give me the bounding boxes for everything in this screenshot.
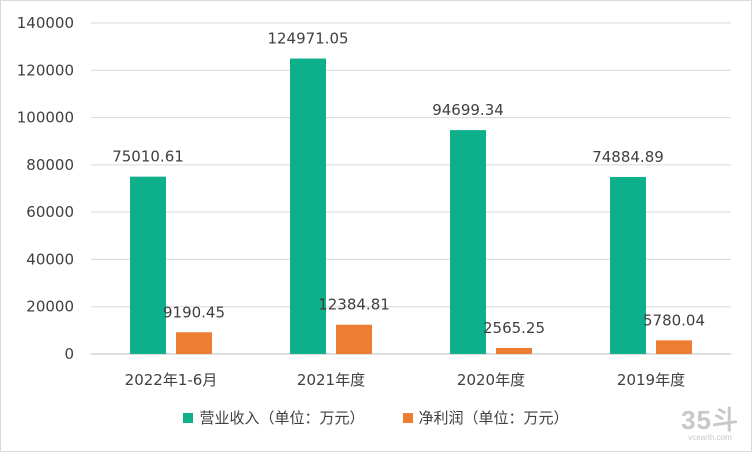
bar-revenue	[610, 176, 646, 354]
legend: 营业收入（单位：万元） 净利润（单位：万元）	[1, 407, 751, 428]
x-tick-label: 2021年度	[297, 371, 365, 389]
data-label-net-profit: 12384.81	[318, 296, 390, 314]
data-label-net-profit: 2565.25	[483, 319, 545, 337]
y-tick-label: 60000	[26, 203, 74, 221]
x-tick-label: 2019年度	[617, 371, 685, 389]
data-label-revenue: 124971.05	[267, 30, 348, 48]
watermark-domain: vcearth.com	[688, 433, 732, 442]
legend-swatch-revenue	[183, 412, 194, 423]
legend-item-net-profit: 净利润（单位：万元）	[402, 407, 569, 428]
y-tick-label: 0	[64, 345, 74, 363]
bar-net-profit	[496, 347, 532, 354]
y-tick-label: 120000	[17, 61, 74, 79]
data-label-revenue: 94699.34	[432, 101, 504, 119]
watermark-brand: 35斗	[681, 405, 739, 435]
bar-revenue	[450, 130, 486, 354]
data-label-net-profit: 5780.04	[643, 311, 705, 329]
legend-label-net-profit: 净利润（单位：万元）	[418, 409, 569, 427]
legend-swatch-net-profit	[402, 412, 413, 423]
y-tick-label: 100000	[17, 109, 74, 127]
y-tick-label: 40000	[26, 250, 74, 268]
legend-item-revenue: 营业收入（单位：万元）	[183, 407, 365, 428]
bar-net-profit	[336, 324, 372, 354]
data-label-revenue: 75010.61	[112, 148, 184, 166]
x-tick-label: 2020年度	[457, 371, 525, 389]
bar-revenue	[290, 58, 326, 355]
bar-net-profit	[176, 332, 212, 354]
y-tick-label: 20000	[26, 298, 74, 316]
data-label-revenue: 74884.89	[592, 148, 664, 166]
x-tick-label: 2022年1-6月	[125, 371, 218, 389]
watermark-logo: 35斗 vcearth.com	[681, 407, 739, 443]
y-tick-label: 80000	[26, 156, 74, 174]
bar-revenue	[130, 176, 166, 354]
legend-label-revenue: 营业收入（单位：万元）	[199, 409, 365, 427]
data-label-net-profit: 9190.45	[163, 303, 225, 321]
y-tick-label: 140000	[17, 14, 74, 32]
bar-net-profit	[656, 340, 692, 354]
